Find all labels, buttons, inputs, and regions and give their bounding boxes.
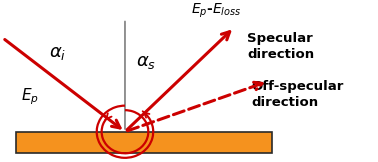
Text: Off-specular
direction: Off-specular direction (251, 80, 344, 109)
Text: $E_p$-$E_{loss}$: $E_p$-$E_{loss}$ (191, 2, 241, 20)
Text: $E_p$: $E_p$ (22, 87, 39, 107)
Text: $\alpha_i$: $\alpha_i$ (48, 45, 66, 63)
Bar (16, 132, 272, 153)
Text: Specular
direction: Specular direction (247, 32, 314, 61)
Text: $\alpha_s$: $\alpha_s$ (136, 53, 156, 71)
